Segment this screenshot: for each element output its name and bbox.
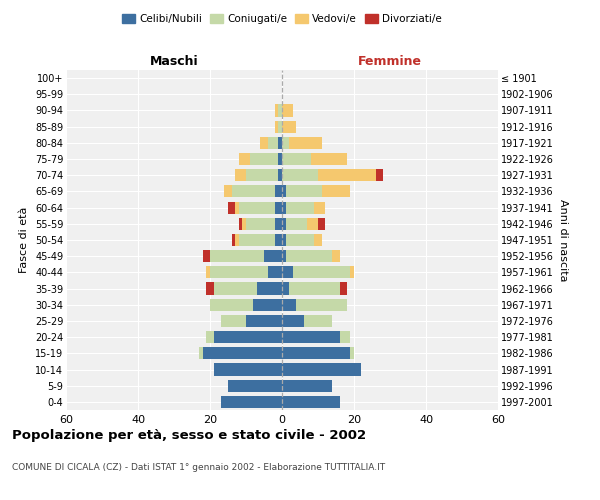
Bar <box>282 202 286 213</box>
Bar <box>210 250 264 262</box>
Bar <box>286 218 307 230</box>
Bar <box>293 266 350 278</box>
Bar <box>210 266 268 278</box>
Bar <box>232 234 235 246</box>
Bar <box>260 137 268 149</box>
Bar <box>264 250 282 262</box>
Bar <box>199 348 203 360</box>
Bar <box>282 380 332 392</box>
Bar <box>224 186 232 198</box>
Bar <box>282 331 340 343</box>
Bar <box>376 169 383 181</box>
Bar <box>246 169 278 181</box>
Bar <box>214 282 257 294</box>
Bar <box>282 186 286 198</box>
Bar <box>289 137 322 149</box>
Bar <box>286 234 314 246</box>
Bar <box>340 331 350 343</box>
Bar <box>350 266 354 278</box>
Bar <box>278 104 282 117</box>
Bar <box>268 266 282 278</box>
Bar <box>311 153 347 165</box>
Bar <box>221 315 246 327</box>
Bar <box>275 104 278 117</box>
Bar <box>282 364 361 376</box>
Bar <box>286 250 332 262</box>
Bar <box>228 380 282 392</box>
Bar <box>275 218 282 230</box>
Bar <box>206 331 214 343</box>
Bar <box>282 250 286 262</box>
Bar <box>282 137 289 149</box>
Bar <box>214 331 282 343</box>
Text: Maschi: Maschi <box>149 54 199 68</box>
Bar <box>203 348 282 360</box>
Bar <box>257 282 282 294</box>
Bar <box>253 298 282 311</box>
Bar <box>332 250 340 262</box>
Bar <box>239 234 275 246</box>
Bar <box>203 250 210 262</box>
Bar <box>221 396 282 408</box>
Bar <box>282 104 293 117</box>
Bar <box>246 315 282 327</box>
Bar <box>296 298 347 311</box>
Bar <box>289 282 340 294</box>
Bar <box>206 282 214 294</box>
Bar <box>282 315 304 327</box>
Bar <box>278 153 282 165</box>
Bar <box>282 169 318 181</box>
Bar <box>278 169 282 181</box>
Text: Femmine: Femmine <box>358 54 422 68</box>
Bar <box>307 218 318 230</box>
Legend: Celibi/Nubili, Coniugati/e, Vedovi/e, Divorziati/e: Celibi/Nubili, Coniugati/e, Vedovi/e, Di… <box>118 10 446 29</box>
Bar <box>350 348 354 360</box>
Bar <box>282 234 286 246</box>
Bar <box>282 298 296 311</box>
Bar <box>275 186 282 198</box>
Bar <box>239 153 250 165</box>
Bar <box>286 186 322 198</box>
Bar <box>235 202 239 213</box>
Bar <box>282 396 340 408</box>
Bar <box>235 169 246 181</box>
Bar <box>210 298 253 311</box>
Bar <box>275 120 278 132</box>
Bar <box>286 202 314 213</box>
Bar <box>235 234 239 246</box>
Bar <box>228 202 235 213</box>
Bar <box>278 137 282 149</box>
Bar <box>239 218 242 230</box>
Bar <box>242 218 246 230</box>
Bar <box>282 218 286 230</box>
Bar <box>304 315 332 327</box>
Text: COMUNE DI CICALA (CZ) - Dati ISTAT 1° gennaio 2002 - Elaborazione TUTTITALIA.IT: COMUNE DI CICALA (CZ) - Dati ISTAT 1° ge… <box>12 464 385 472</box>
Bar <box>314 234 322 246</box>
Bar <box>282 348 350 360</box>
Bar <box>340 282 347 294</box>
Text: Popolazione per età, sesso e stato civile - 2002: Popolazione per età, sesso e stato civil… <box>12 430 366 442</box>
Bar <box>214 364 282 376</box>
Bar <box>232 186 275 198</box>
Bar <box>322 186 350 198</box>
Bar <box>239 202 275 213</box>
Bar <box>250 153 278 165</box>
Bar <box>282 120 296 132</box>
Bar <box>314 202 325 213</box>
Y-axis label: Anni di nascita: Anni di nascita <box>557 198 568 281</box>
Bar <box>278 120 282 132</box>
Y-axis label: Fasce di età: Fasce di età <box>19 207 29 273</box>
Bar <box>246 218 275 230</box>
Bar <box>282 282 289 294</box>
Bar <box>275 202 282 213</box>
Bar <box>275 234 282 246</box>
Bar <box>318 169 376 181</box>
Bar <box>206 266 210 278</box>
Bar <box>282 266 293 278</box>
Bar <box>268 137 278 149</box>
Bar <box>318 218 325 230</box>
Bar <box>282 153 311 165</box>
